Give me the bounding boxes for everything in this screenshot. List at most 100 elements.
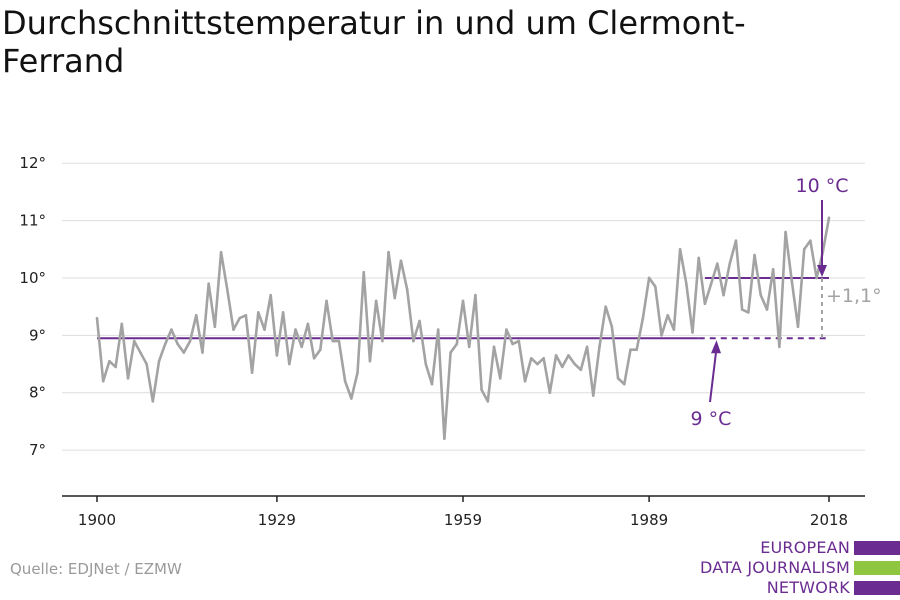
data-point [641,316,645,320]
data-point [567,354,570,357]
data-point [709,282,713,286]
logo-line-2: DATA JOURNALISM [700,558,850,577]
data-point [424,362,428,366]
data-point [629,348,632,351]
data-point [188,339,192,343]
data-point [412,339,415,343]
data-point [492,345,496,349]
data-point [176,342,179,346]
data-point [362,270,366,274]
data-point [356,371,359,374]
data-point [219,250,223,254]
data-point [207,282,210,286]
data-point [672,328,676,331]
data-point [654,285,657,288]
temperature-series-line [95,217,831,440]
data-point [114,365,117,369]
x-tick-label: 1989 [630,511,668,529]
data-point [511,342,514,346]
data-point [536,362,539,366]
data-point [139,351,142,354]
data-point [368,359,372,363]
logo-bar-2 [854,561,900,575]
data-point [740,308,744,311]
x-axis: 1900 1929 1959 1989 2018 [62,495,865,529]
arrow-10c-head [817,264,827,277]
data-point [827,216,831,220]
logo-bar-1 [854,541,900,555]
chart-title: Durchschnittstemperatur in und um Clermo… [2,4,746,80]
data-point [691,331,694,334]
data-point [101,379,105,383]
data-point [635,348,638,351]
data-point [331,339,335,343]
data-point [728,262,732,265]
data-point [660,334,663,337]
data-point [734,239,738,242]
data-point [288,362,291,366]
source-note: Quelle: EDJNet / EZMW [10,560,182,578]
difference-label: +1,1° [826,285,882,307]
data-point [443,437,446,440]
data-point [157,359,161,363]
data-point [201,351,204,354]
x-tick-label: 1929 [258,511,296,529]
data-point [474,293,477,297]
x-tick-label: 2018 [810,511,848,529]
data-point [747,311,750,314]
label-10c: 10 °C [796,175,849,197]
data-point [163,342,167,346]
data-point [753,253,756,257]
data-point [151,400,155,403]
data-point [213,325,217,329]
data-point [560,365,564,369]
data-point [771,268,775,271]
data-point [319,348,322,351]
data-point [498,377,502,380]
data-point [95,316,99,320]
data-point [312,356,316,360]
x-tick-label: 1900 [78,511,116,529]
data-point [554,354,558,357]
data-point [281,311,285,314]
data-point [666,313,670,317]
data-point [790,279,794,283]
y-tick-label: 12° [19,154,46,172]
y-tick-label: 9° [29,326,46,344]
data-point [809,239,812,242]
data-point [337,339,341,343]
data-point [294,328,297,331]
data-point [703,302,707,306]
data-point [610,325,614,329]
data-point [393,296,397,300]
data-point [480,388,483,392]
data-point [505,328,508,331]
data-point [591,394,595,397]
data-point [399,259,403,263]
data-point [306,322,310,326]
logo-line-3: NETWORK [766,578,850,597]
data-point [523,379,527,383]
edjnet-logo: EUROPEAN DATA JOURNALISM NETWORK [700,536,900,600]
data-point [802,247,806,251]
arrow-9c-shaft [709,352,717,403]
data-point [579,368,583,372]
y-tick-label: 10° [19,269,46,287]
data-point [350,397,353,400]
data-point [145,362,148,366]
data-point [622,382,626,386]
logo-bar-3 [854,581,900,595]
data-point [529,356,533,360]
data-point [815,276,818,280]
data-point [194,313,198,317]
data-point [598,345,601,349]
data-point [275,354,279,357]
series-layer [95,216,831,440]
arrow-9c-head [711,340,721,354]
data-point [461,299,465,303]
data-point [647,276,651,280]
y-tick-label: 8° [29,384,46,402]
data-point [759,293,763,297]
data-point [256,311,260,314]
data-point [126,377,130,380]
